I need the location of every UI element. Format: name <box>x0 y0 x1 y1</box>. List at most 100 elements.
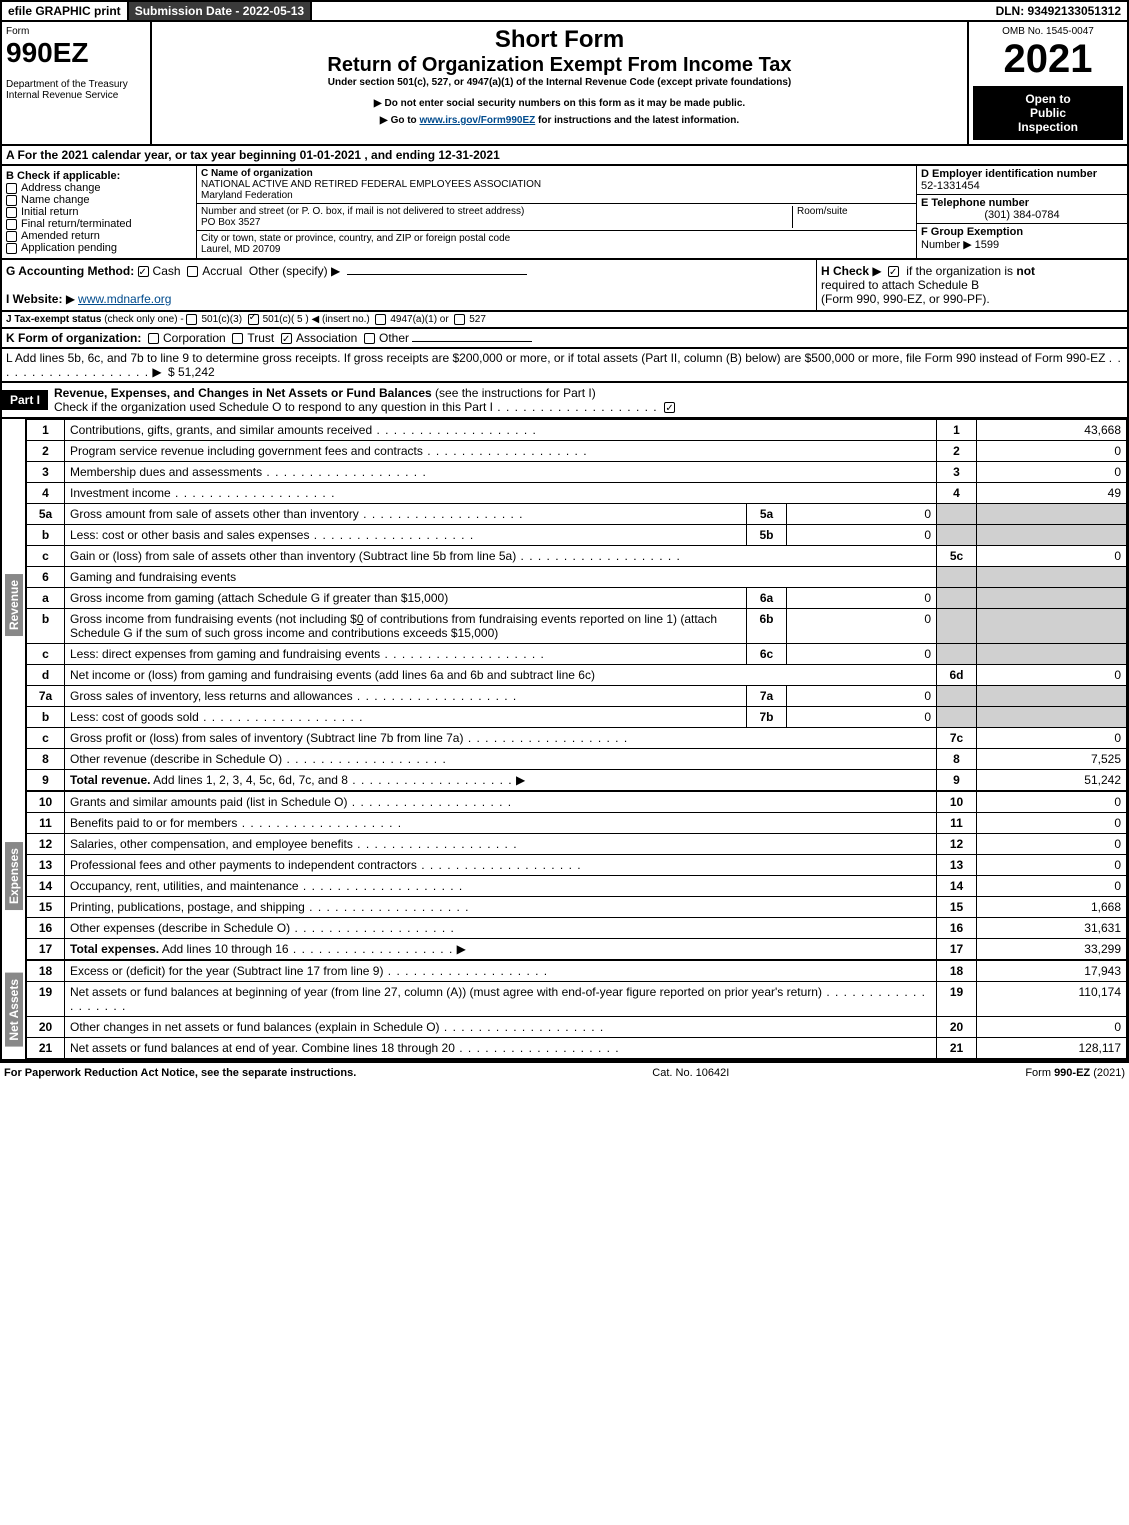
footer-left: For Paperwork Reduction Act Notice, see … <box>4 1067 356 1079</box>
efile-label: efile GRAPHIC print <box>2 2 129 20</box>
l14-r: 14 <box>937 876 977 897</box>
l3-desc: Membership dues and assessments <box>70 465 262 479</box>
dept-label: Department of the Treasury <box>6 79 146 90</box>
chk-accrual[interactable] <box>187 266 198 277</box>
l1-val: 43,668 <box>977 420 1127 441</box>
chk-initial-return[interactable] <box>6 207 17 218</box>
chk-cash[interactable] <box>138 266 149 277</box>
line-15: 15Printing, publications, postage, and s… <box>27 897 1127 918</box>
ein-value: 52-1331454 <box>921 180 1123 192</box>
city-value: Laurel, MD 20709 <box>201 244 912 255</box>
l13-d: Professional fees and other payments to … <box>70 858 417 872</box>
line-17: 17Total expenses. Add lines 10 through 1… <box>27 939 1127 960</box>
l6d-rnum: 6d <box>937 665 977 686</box>
chk-4947[interactable] <box>375 314 386 325</box>
chk-application-pending[interactable] <box>6 243 17 254</box>
b-opt-2: Initial return <box>21 206 78 218</box>
l3-val: 0 <box>977 462 1127 483</box>
line-9: 9Total revenue. Add lines 1, 2, 3, 4, 5c… <box>27 770 1127 791</box>
line-14: 14Occupancy, rent, utilities, and mainte… <box>27 876 1127 897</box>
ein-label: D Employer identification number <box>921 168 1123 180</box>
section-g: G Accounting Method: Cash Accrual Other … <box>6 264 812 278</box>
chk-trust[interactable] <box>232 333 243 344</box>
l6a-m: 6a <box>747 588 787 609</box>
goto-line: Go to www.irs.gov/Form990EZ for instruct… <box>156 115 963 126</box>
line-5a: 5a Gross amount from sale of assets other… <box>27 504 1127 525</box>
l5a-m: 5a <box>747 504 787 525</box>
j-opt0: 501(c)(3) <box>201 314 242 325</box>
chk-527[interactable] <box>454 314 465 325</box>
chk-h[interactable] <box>888 266 899 277</box>
revenue-table: 1Contributions, gifts, grants, and simil… <box>26 419 1127 791</box>
expenses-tab: Expenses <box>5 842 23 910</box>
l21-v: 128,117 <box>977 1038 1127 1059</box>
website-link[interactable]: www.mdnarfe.org <box>78 292 171 306</box>
part1-note: (see the instructions for Part I) <box>435 386 596 400</box>
irs-label: Internal Revenue Service <box>6 90 146 101</box>
l19-v: 110,174 <box>977 982 1127 1017</box>
tel-label: E Telephone number <box>921 197 1123 209</box>
b-opt-4: Amended return <box>21 230 100 242</box>
part1-title: Revenue, Expenses, and Changes in Net As… <box>54 386 432 400</box>
line-18: 18Excess or (deficit) for the year (Subt… <box>27 961 1127 982</box>
chk-501c[interactable] <box>248 314 259 325</box>
section-b: B Check if applicable: Address change Na… <box>2 166 197 258</box>
submission-date-button[interactable]: Submission Date - 2022-05-13 <box>129 2 312 20</box>
j-opt1: 501(c)( 5 ) ◀ (insert no.) <box>263 314 370 325</box>
line-10: 10Grants and similar amounts paid (list … <box>27 792 1127 813</box>
l4-rnum: 4 <box>937 483 977 504</box>
l8-desc: Other revenue (describe in Schedule O) <box>70 752 282 766</box>
j-opt3: 527 <box>469 314 486 325</box>
line-19: 19Net assets or fund balances at beginni… <box>27 982 1127 1017</box>
g-cash: Cash <box>153 264 181 278</box>
chk-assoc[interactable] <box>281 333 292 344</box>
chk-name-change[interactable] <box>6 195 17 206</box>
l15-v: 1,668 <box>977 897 1127 918</box>
info-grid: B Check if applicable: Address change Na… <box>0 166 1129 260</box>
section-l: L Add lines 5b, 6c, and 7b to line 9 to … <box>0 349 1129 383</box>
l6b-d2: 0 <box>357 612 364 626</box>
l6c-m: 6c <box>747 644 787 665</box>
l20-v: 0 <box>977 1017 1127 1038</box>
i-label: I Website: <box>6 292 62 306</box>
l6b-d1: Gross income from fundraising events (no… <box>70 612 357 626</box>
chk-address-change[interactable] <box>6 183 17 194</box>
g-accrual: Accrual <box>202 264 242 278</box>
chk-final-return[interactable] <box>6 219 17 230</box>
l18-d: Excess or (deficit) for the year (Subtra… <box>70 964 383 978</box>
open-to-public-box: Open to Public Inspection <box>973 86 1123 140</box>
h-label: H Check <box>821 264 869 278</box>
org-name: NATIONAL ACTIVE AND RETIRED FEDERAL EMPL… <box>201 179 912 190</box>
street-label: Number and street (or P. O. box, if mail… <box>201 206 792 217</box>
l5b-m: 5b <box>747 525 787 546</box>
net-assets-section: Net Assets 18Excess or (deficit) for the… <box>0 960 1129 1061</box>
chk-501c3[interactable] <box>186 314 197 325</box>
chk-corp[interactable] <box>148 333 159 344</box>
page-footer: For Paperwork Reduction Act Notice, see … <box>0 1061 1129 1083</box>
irs-link[interactable]: www.irs.gov/Form990EZ <box>419 115 535 126</box>
chk-schedule-o[interactable] <box>664 402 675 413</box>
group-exempt-label: F Group Exemption <box>921 226 1023 238</box>
top-bar: efile GRAPHIC print Submission Date - 20… <box>0 0 1129 22</box>
l-value: $ 51,242 <box>168 365 215 379</box>
revenue-section: Revenue 1Contributions, gifts, grants, a… <box>0 419 1129 791</box>
group-number-label: Number <box>921 239 960 251</box>
h-text1: if the organization is <box>906 264 1016 278</box>
chk-amended-return[interactable] <box>6 231 17 242</box>
g-other: Other (specify) <box>249 264 328 278</box>
l16-v: 31,631 <box>977 918 1127 939</box>
l16-d: Other expenses (describe in Schedule O) <box>70 921 290 935</box>
chk-other-org[interactable] <box>364 333 375 344</box>
expenses-section: Expenses 10Grants and similar amounts pa… <box>0 791 1129 960</box>
section-j: J Tax-exempt status (check only one) - 5… <box>0 312 1129 329</box>
l7b-m: 7b <box>747 707 787 728</box>
l18-v: 17,943 <box>977 961 1127 982</box>
l9-d2: Add lines 1, 2, 3, 4, 5c, 6d, 7c, and 8 <box>150 773 347 787</box>
k-opt1: Trust <box>247 331 274 345</box>
l6-desc: Gaming and fundraising events <box>65 567 937 588</box>
l20-r: 20 <box>937 1017 977 1038</box>
l5a-desc: Gross amount from sale of assets other t… <box>70 507 359 521</box>
line-6d: dNet income or (loss) from gaming and fu… <box>27 665 1127 686</box>
h-not: not <box>1016 264 1035 278</box>
b-label: B Check if applicable: <box>6 170 192 182</box>
